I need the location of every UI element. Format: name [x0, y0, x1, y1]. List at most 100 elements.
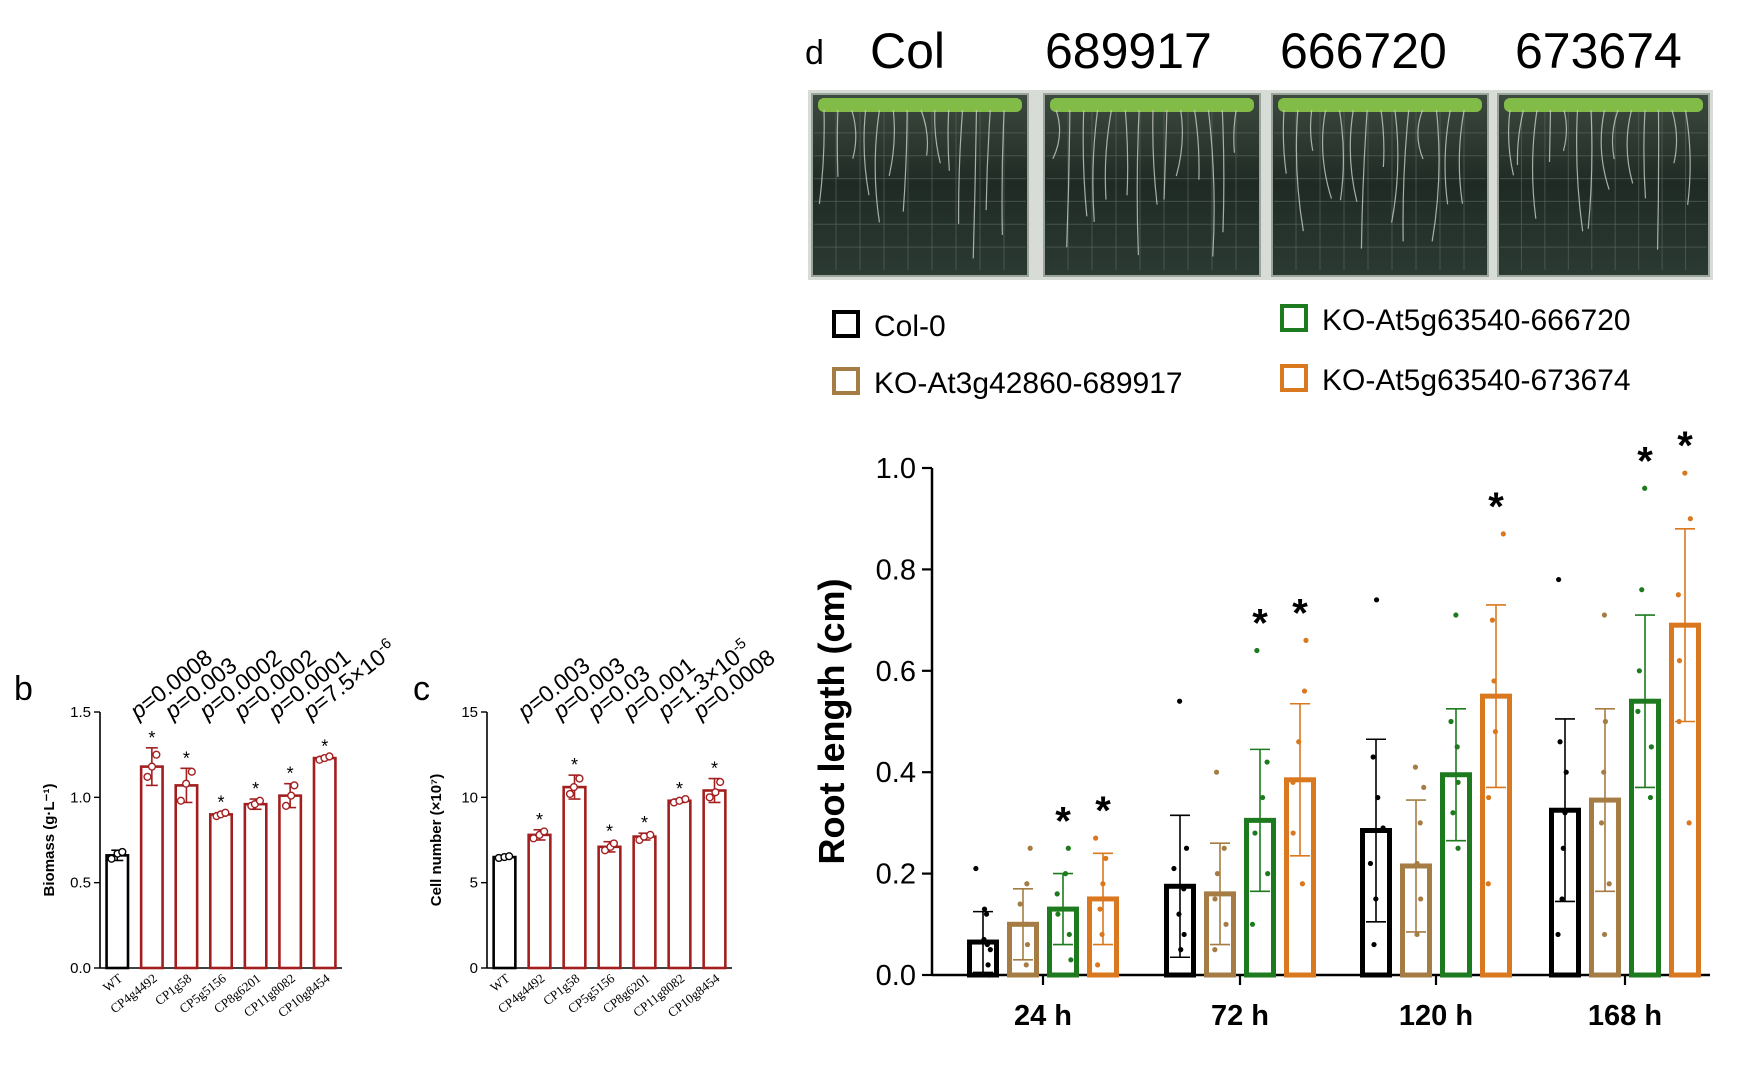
data-point [1299, 881, 1306, 887]
data-point [1221, 845, 1227, 851]
root-trace [1576, 109, 1584, 232]
legend-swatch [1280, 304, 1308, 332]
data-point [609, 839, 619, 848]
data-point [1557, 739, 1563, 745]
bar [278, 794, 303, 970]
root-trace [1338, 109, 1345, 201]
data-point [986, 972, 992, 978]
data-point [1601, 612, 1608, 618]
data-point [1178, 947, 1184, 953]
data-point [1290, 830, 1296, 836]
data-point [1181, 886, 1187, 892]
data-point [1454, 744, 1460, 750]
data-point [1214, 871, 1221, 877]
significance-star: * [606, 822, 613, 842]
data-point [575, 774, 584, 783]
data-point [1254, 647, 1260, 654]
data-point [1687, 516, 1693, 522]
data-point [1500, 531, 1506, 537]
panel-label-c: c [413, 670, 430, 708]
root-trace [836, 109, 839, 177]
data-point [1212, 947, 1218, 953]
root-trace [934, 109, 941, 164]
y-tick-label: 0.4 [876, 757, 916, 789]
data-point [118, 847, 127, 857]
data-point [281, 801, 291, 810]
data-point [1017, 901, 1023, 907]
data-point [1290, 779, 1296, 785]
data-point [1024, 881, 1030, 887]
root-trace [1626, 109, 1634, 184]
data-point [1303, 637, 1309, 643]
data-point [1380, 825, 1386, 831]
y-tick-label: 0.6 [876, 656, 916, 688]
data-point [1635, 708, 1641, 714]
root-trace [1431, 109, 1440, 242]
root-trace [1163, 109, 1168, 200]
data-point [1183, 845, 1190, 851]
data-point [1065, 845, 1071, 851]
root-trace [1391, 109, 1399, 223]
y-tick-label: 1.5 [70, 704, 91, 721]
root-trace [1600, 109, 1610, 190]
root-trace [1193, 109, 1200, 180]
photo-label-673674: 673674 [1515, 23, 1682, 79]
significance-star: * [287, 764, 294, 784]
data-point [1371, 941, 1377, 948]
root-trace [1671, 109, 1678, 164]
root-trace [1052, 109, 1061, 160]
data-point [1252, 830, 1258, 836]
data-point [540, 827, 549, 836]
data-point [1373, 896, 1379, 902]
data-point [1455, 845, 1461, 851]
significance-star: * [676, 779, 683, 799]
root-trace [1684, 109, 1691, 205]
data-point [1636, 668, 1642, 674]
root-trace [1321, 109, 1333, 199]
significance-star: * [1252, 602, 1268, 646]
legend-swatch [1280, 364, 1308, 392]
seedlings-row [818, 98, 1022, 112]
data-point [1421, 784, 1427, 791]
data-point [1171, 865, 1177, 872]
data-point [984, 941, 990, 948]
data-point [1676, 718, 1682, 725]
legend-label: KO-At5g63540-666720 [1322, 304, 1631, 337]
root-trace [1092, 109, 1099, 222]
data-point [1486, 794, 1492, 801]
data-point [221, 808, 230, 817]
data-point [646, 830, 655, 839]
seedlings-row [1050, 98, 1254, 112]
bar [174, 784, 199, 970]
data-point [176, 796, 185, 805]
data-point [1686, 820, 1692, 826]
data-point [1054, 891, 1060, 897]
plate-agar [1497, 93, 1710, 277]
y-tick-label: 1.0 [876, 453, 916, 485]
photo-label-666720: 666720 [1280, 23, 1447, 79]
legend-label: Col-0 [874, 310, 946, 343]
root-trace [1458, 109, 1465, 204]
data-point [1375, 794, 1381, 801]
significance-star: * [571, 755, 578, 775]
seedlings-row [1278, 98, 1482, 112]
root-trace [1152, 109, 1158, 205]
significance-star: * [321, 736, 328, 756]
root-trace [1531, 109, 1538, 219]
root-trace [1309, 109, 1314, 151]
bar [492, 855, 517, 970]
data-point [1556, 576, 1562, 583]
significance-star: * [641, 813, 648, 833]
data-point [1093, 835, 1099, 841]
data-point [1023, 921, 1029, 927]
photo-label-689917: 689917 [1045, 23, 1212, 79]
x-tick-label: 24 h [1014, 1000, 1072, 1032]
bar [597, 845, 622, 970]
data-point [1606, 881, 1612, 887]
data-point [1485, 881, 1491, 887]
plate-3 [1271, 93, 1489, 277]
plate-1 [811, 93, 1029, 277]
data-point [711, 788, 720, 797]
